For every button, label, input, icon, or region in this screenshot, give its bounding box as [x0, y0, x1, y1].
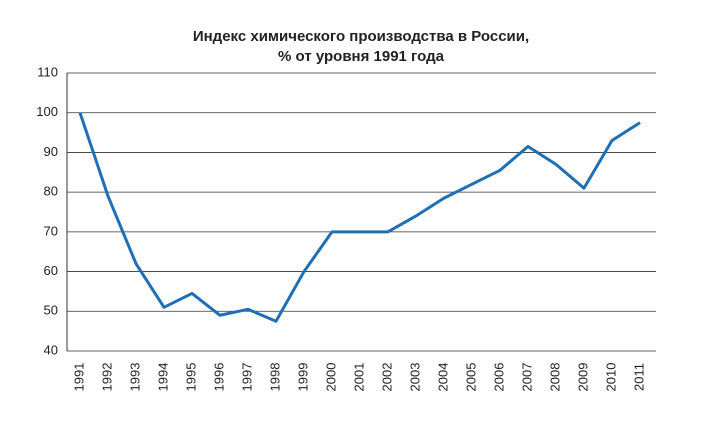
x-tick-label: 1991 [71, 363, 86, 392]
chart-title: % от уровня 1991 года [278, 48, 445, 65]
x-tick-label: 2010 [603, 363, 618, 392]
x-tick-label: 2008 [547, 363, 562, 392]
x-tick-label: 1996 [211, 363, 226, 392]
data-line [78, 112, 641, 323]
chart-title: Индекс химического производства в России… [193, 28, 529, 45]
x-tick-label: 1993 [127, 363, 142, 392]
x-tick-label: 1997 [239, 363, 254, 392]
x-tick-label: 1994 [155, 363, 170, 392]
x-tick-label: 2007 [519, 363, 534, 392]
y-tick-label: 60 [44, 263, 58, 278]
y-tick-label: 100 [36, 104, 58, 119]
x-tick-label: 1999 [295, 363, 310, 392]
x-tick-label: 2004 [435, 363, 450, 392]
y-tick-label: 80 [44, 184, 58, 199]
x-tick-label: 2001 [351, 363, 366, 392]
y-tick-label: 110 [37, 64, 58, 79]
x-tick-label: 1995 [183, 363, 198, 392]
x-tick-label: 2009 [575, 363, 590, 392]
x-tick-label: 2003 [407, 363, 422, 392]
x-tick-label: 2011 [631, 363, 646, 391]
x-tick-label: 2000 [323, 363, 338, 392]
y-tick-label: 70 [44, 223, 58, 238]
x-tick-label: 2005 [463, 363, 478, 392]
x-tick-label: 2002 [379, 363, 394, 392]
x-tick-label: 1992 [99, 363, 114, 392]
x-tick-label: 2006 [491, 363, 506, 392]
y-tick-label: 40 [44, 342, 58, 357]
x-tick-label: 1998 [267, 363, 282, 392]
y-tick-label: 90 [44, 144, 58, 159]
y-tick-label: 50 [44, 303, 58, 318]
